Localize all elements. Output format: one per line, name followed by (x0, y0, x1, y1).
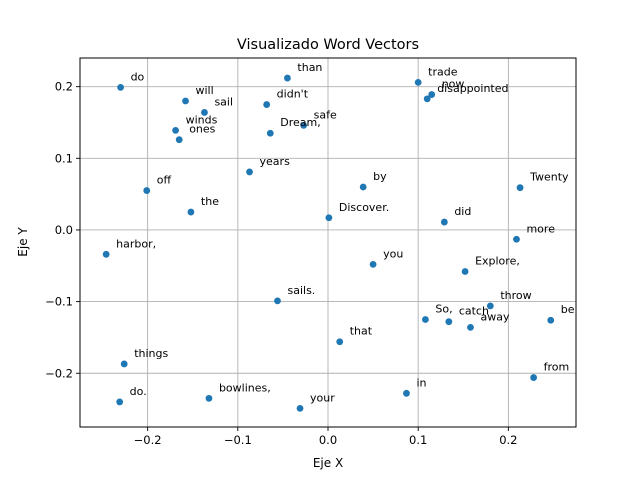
data-point (266, 129, 274, 137)
data-point (428, 91, 436, 98)
data-point (102, 250, 110, 258)
x-tick-label: −0.1 (224, 433, 252, 447)
data-point (336, 338, 344, 346)
data-point-label: do (131, 70, 145, 83)
y-tick-label: −0.2 (45, 366, 73, 380)
data-point-label: So, (435, 303, 452, 316)
x-tick-label: 0.1 (409, 433, 427, 447)
data-point-label: than (297, 61, 322, 74)
data-point (201, 109, 208, 116)
y-tick-label: −0.1 (45, 295, 73, 309)
data-point (246, 168, 253, 176)
data-point (182, 97, 189, 105)
data-point (467, 324, 474, 331)
data-point-label: sail (214, 95, 233, 108)
data-point-label: didn't (277, 88, 309, 101)
data-point-label: trade (428, 65, 458, 78)
data-point-label: the (201, 195, 219, 208)
data-point (486, 302, 494, 310)
data-point (143, 187, 151, 194)
data-point-label: off (157, 174, 172, 187)
gridlines (80, 58, 576, 427)
data-point (516, 184, 524, 192)
data-point (205, 394, 213, 402)
data-point-label: from (544, 361, 570, 374)
data-point (513, 235, 520, 243)
data-point (530, 374, 538, 381)
data-point (263, 101, 271, 108)
data-point-label: catch (459, 305, 489, 318)
data-point (175, 136, 183, 144)
data-point-label: will (196, 84, 214, 97)
x-tick-label: 0.0 (319, 433, 337, 447)
data-point-label: your (310, 391, 335, 404)
data-point-label: disappointed (437, 82, 508, 95)
data-point-label: things (134, 347, 168, 360)
data-point-label: bowlines, (219, 381, 271, 394)
y-axis-label: Eje Y (16, 227, 30, 257)
data-point (187, 208, 195, 216)
data-point-label: now (442, 78, 465, 91)
data-point-label: Twenty (529, 171, 569, 184)
data-point (300, 121, 308, 129)
data-point-label: more (526, 222, 555, 235)
data-point (445, 318, 453, 326)
data-point (296, 404, 304, 412)
data-point (325, 214, 333, 222)
data-point-label: Discover. (339, 201, 389, 214)
data-point (116, 398, 124, 406)
data-point (369, 260, 377, 268)
data-point-label: years (260, 155, 291, 168)
data-point (547, 316, 555, 324)
data-point-label: do. (130, 385, 147, 398)
x-tick-label: −0.2 (134, 433, 162, 447)
data-point (403, 389, 410, 397)
data-point-label: safe (314, 108, 337, 121)
data-point-label: ones (189, 123, 215, 136)
data-point-label: away (480, 310, 509, 323)
axis-ticks: −0.2 −0.1 0.0 0.1 0.2 −0.2 −0.1 0.0 0.1 0.2 (45, 80, 517, 447)
data-point-label: by (373, 170, 387, 183)
data-point-label: you (383, 247, 403, 260)
data-point (421, 316, 429, 323)
data-point (440, 218, 448, 226)
data-points (102, 74, 555, 412)
data-point-label: Dream, (280, 116, 320, 129)
chart-title: Visualizado Word Vectors (237, 37, 419, 53)
x-axis-label: Eje X (313, 456, 343, 470)
x-tick-label: 0.2 (499, 433, 517, 447)
data-point (274, 297, 281, 305)
data-point-label: winds (186, 113, 218, 126)
data-point-label: throw (500, 289, 531, 302)
data-point (461, 268, 469, 275)
data-point-label: did (454, 205, 471, 218)
data-point (172, 126, 179, 134)
data-point-label: that (350, 325, 373, 338)
data-point-label: be (561, 303, 575, 316)
y-tick-label: 0.0 (55, 223, 73, 237)
data-point (414, 78, 422, 86)
data-point-label: Explore, (475, 255, 520, 268)
data-point-label: harbor, (116, 237, 156, 250)
data-point-label: in (416, 376, 426, 389)
y-tick-label: 0.1 (55, 151, 73, 165)
data-point (284, 74, 291, 82)
data-point (359, 183, 367, 191)
y-tick-label: 0.2 (55, 80, 73, 94)
data-point (117, 83, 124, 91)
data-point (120, 360, 128, 368)
data-point (423, 95, 431, 103)
data-point-label: sails. (287, 284, 315, 297)
